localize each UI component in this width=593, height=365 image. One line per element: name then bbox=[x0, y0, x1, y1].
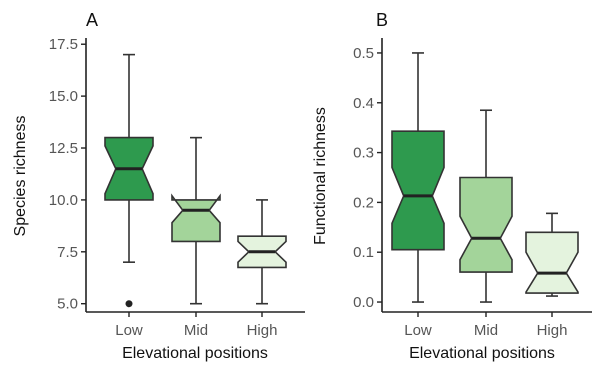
panel-a-x-axis-label: Elevational positions bbox=[122, 345, 268, 362]
panel-b-y-tick-label: 0.4 bbox=[353, 95, 374, 112]
panel-b-y-tick-label: 0.1 bbox=[353, 244, 374, 261]
panel-b-y-tick-label: 0.5 bbox=[353, 45, 374, 62]
panel-b-x-tick-label: Low bbox=[404, 322, 432, 339]
panel-a-x-tick-label: Low bbox=[115, 322, 143, 339]
panel-a-y-tick-label: 7.5 bbox=[57, 244, 78, 261]
panel-b-functional-richness: B Functional richness Elevational positi… bbox=[312, 10, 592, 362]
panel-a-box-mid bbox=[171, 193, 221, 243]
panel-a-y-tick-label: 12.5 bbox=[49, 140, 78, 157]
panel-a-y-tick-label: 15.0 bbox=[49, 88, 78, 105]
panel-b-y-tick-label: 0.3 bbox=[353, 145, 374, 162]
panel-a-outlier-point bbox=[125, 300, 133, 308]
panel-a-y-tick-label: 17.5 bbox=[49, 36, 78, 53]
panel-b-box-mid bbox=[459, 176, 513, 273]
panel-b-x-tick-label: High bbox=[537, 322, 568, 339]
panel-b-label: B bbox=[376, 10, 388, 30]
panel-a-label: A bbox=[86, 10, 98, 30]
panel-a-x-tick-label: Mid bbox=[184, 322, 208, 339]
panel-a-species-richness: A Species richness Elevational positions… bbox=[12, 10, 305, 362]
panel-a-y-tick-label: 5.0 bbox=[57, 296, 78, 313]
panel-b-y-tick-label: 0.0 bbox=[353, 294, 374, 311]
panel-b-box-low bbox=[391, 130, 445, 251]
panel-b-y-axis-label: Functional richness bbox=[312, 107, 329, 245]
panel-a-y-tick-label: 10.0 bbox=[49, 192, 78, 209]
panel-b-x-axis-label: Elevational positions bbox=[409, 345, 555, 362]
panel-b-box-high bbox=[525, 231, 579, 294]
panel-a-y-axis-label: Species richness bbox=[12, 116, 29, 237]
panel-b-y-tick-label: 0.2 bbox=[353, 194, 374, 211]
panel-a-x-tick-label: High bbox=[247, 322, 278, 339]
panel-b-x-tick-label: Mid bbox=[474, 322, 498, 339]
